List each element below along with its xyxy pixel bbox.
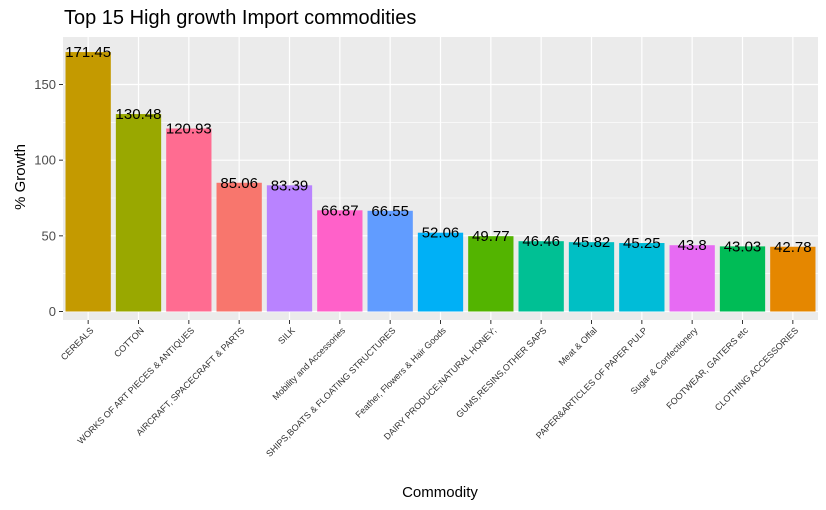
bar-value-label: 171.45 xyxy=(65,44,111,61)
bar xyxy=(468,236,514,312)
x-tick-label: DAIRY PRODUCE;NATURAL HONEY; xyxy=(382,325,498,441)
bar-value-label: 43.03 xyxy=(724,238,762,255)
y-tick-label: 0 xyxy=(49,304,56,319)
bars xyxy=(65,52,816,312)
bar-value-label: 42.78 xyxy=(774,239,812,256)
x-tick-label: FOOTWEAR, GAITERS etc xyxy=(664,325,750,411)
bar-value-label: 43.8 xyxy=(678,237,707,254)
bar-value-label: 120.93 xyxy=(166,120,212,137)
x-tick-label: AIRCRAFT, SPACECRAFT & PARTS xyxy=(134,325,246,437)
x-tick-label: Feather, Flowers & Hair Goods xyxy=(353,325,448,420)
bar xyxy=(719,246,766,312)
x-tick-label: Meat & Offal xyxy=(557,325,599,367)
bar-value-label: 46.46 xyxy=(522,233,560,250)
bar-value-label: 45.25 xyxy=(623,235,661,252)
bar-value-label: 130.48 xyxy=(116,106,162,123)
bar xyxy=(770,246,816,312)
bar xyxy=(669,245,715,312)
y-tick-label: 50 xyxy=(42,228,56,243)
bar xyxy=(367,210,413,312)
x-tick-label: SILK xyxy=(276,325,297,346)
bar-value-label: 85.06 xyxy=(220,175,258,192)
bar xyxy=(568,242,615,312)
y-tick-label: 150 xyxy=(34,77,56,92)
bar-value-label: 66.55 xyxy=(371,203,409,220)
x-axis-title: Commodity xyxy=(402,484,478,501)
y-axis: 0 50 100 150 xyxy=(34,77,63,319)
bar-value-label: 45.82 xyxy=(573,234,611,251)
bar xyxy=(518,241,564,312)
bar-value-label: 49.77 xyxy=(472,228,510,245)
bar xyxy=(417,232,464,312)
x-tick-label: CEREALS xyxy=(59,325,96,362)
bar-value-label: 83.39 xyxy=(271,177,309,194)
bar xyxy=(166,128,212,312)
bar xyxy=(216,182,262,312)
y-tick-label: 100 xyxy=(34,153,56,168)
bar-value-label: 66.87 xyxy=(321,202,359,219)
x-tick-label: COTTON xyxy=(112,325,146,359)
bar-value-label: 52.06 xyxy=(422,225,460,242)
bar xyxy=(115,114,162,312)
chart-title: Top 15 High growth Import commodities xyxy=(64,7,417,29)
x-tick-label: CLOTHING ACCESSORIES xyxy=(713,325,800,412)
x-tick-label: GUMS,RESINS,OTHER SAPS xyxy=(454,325,548,419)
bar xyxy=(65,52,111,312)
y-axis-title: % Growth xyxy=(12,144,29,210)
x-tick-label: PAPER&ARTICLES OF PAPER PULP xyxy=(534,325,649,440)
bar xyxy=(619,243,665,312)
bar xyxy=(317,210,363,312)
bar xyxy=(266,185,313,312)
